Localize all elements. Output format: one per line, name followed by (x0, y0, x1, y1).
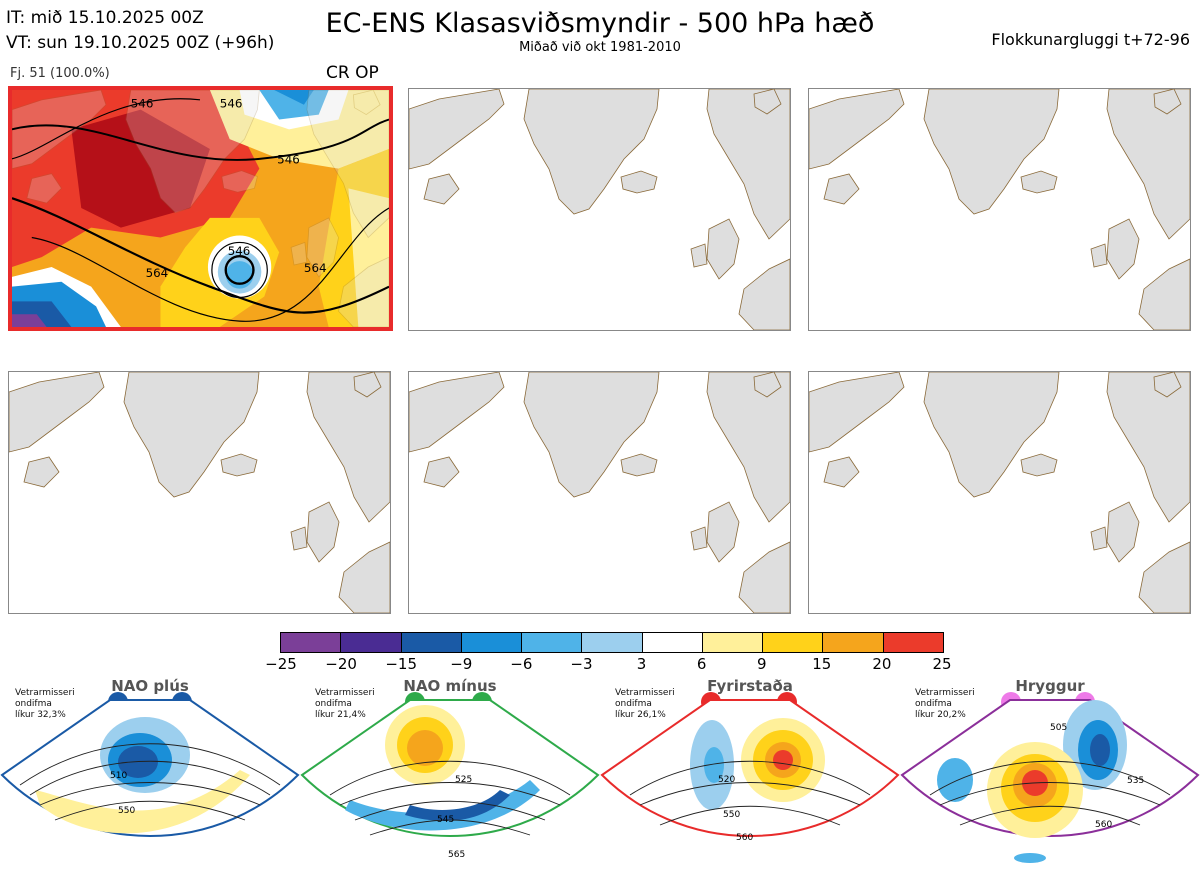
colorbar-label: 3 (636, 655, 647, 673)
empty-map-panel[interactable] (8, 371, 391, 614)
regime-panel-ridge[interactable]: Hryggur Vetrarmisseri ondifma líkur 20,2% … (900, 677, 1200, 871)
empty-map-panel[interactable] (408, 371, 791, 614)
contour-label: 565 (448, 850, 465, 860)
colorbar-label: −20 (325, 655, 357, 673)
regime-panel-blocking[interactable]: Fyrirstaða Vetrarmisseri ondifma líkur 26,… (600, 677, 900, 871)
colorbar-swatch (702, 633, 764, 652)
colorbar-label: −15 (385, 655, 417, 673)
contour-label: 546 (220, 97, 243, 111)
colorbar (280, 632, 944, 653)
basemap (9, 372, 390, 613)
colorbar-swatch (582, 633, 643, 652)
colorbar-swatch (461, 633, 523, 652)
colorbar-label: −6 (510, 655, 533, 673)
classification-window: Flokkunargluggi t+72-96 (991, 30, 1190, 49)
cluster-map-panel[interactable]: 546 546 546 564 564 546 (8, 86, 393, 331)
regime-map: 525 545 565 (300, 699, 600, 860)
header-times: IT: mið 15.10.2025 00Z VT: sun 19.10.202… (6, 6, 274, 56)
valid-time: VT: sun 19.10.2025 00Z (+96h) (6, 33, 275, 53)
anomaly-map: 546 546 546 564 564 546 (12, 90, 389, 327)
colorbar-swatch (401, 633, 462, 652)
colorbar-label: −9 (450, 655, 473, 673)
colorbar-label: −25 (265, 655, 297, 673)
basemap (809, 89, 1190, 330)
regime-map: 520 550 560 (600, 699, 900, 843)
basemap (809, 372, 1190, 613)
colorbar-label: −3 (570, 655, 593, 673)
contour-label: 546 (228, 244, 251, 258)
contour-label: 510 (110, 771, 127, 781)
contour-label: 560 (1095, 820, 1112, 830)
page-title: EC-ENS Klasasviðsmyndir - 500 hPa hæð (325, 8, 875, 39)
regime-panel-nao-plus[interactable]: NAO plús Vetrarmisseri ondifma líkur 32,3%… (0, 677, 300, 871)
regime-note: Vetrarmisseri ondifma líkur 32,3% (15, 688, 75, 720)
contour-label: 564 (304, 261, 327, 275)
contour-label: 560 (736, 833, 753, 843)
colorbar-swatch (341, 633, 402, 652)
regime-title: Fyrirstaða (707, 677, 793, 695)
colorbar-swatch (522, 633, 583, 652)
regime-title: Hryggur (1015, 677, 1085, 695)
contour-label: 546 (277, 153, 300, 167)
colorbar-label: 9 (756, 655, 767, 673)
colorbar-swatch (281, 633, 342, 652)
empty-map-panel[interactable] (408, 88, 791, 331)
init-time: IT: mið 15.10.2025 00Z (6, 8, 204, 28)
contour-label: 546 (131, 97, 154, 111)
page-subtitle: Miðað við okt 1981-2010 (519, 40, 681, 55)
regime-panel-nao-minus[interactable]: NAO mínus Vetrarmisseri ondifma líkur 21,4… (300, 677, 600, 871)
empty-map-panel[interactable] (808, 371, 1191, 614)
contour-label: 550 (723, 810, 740, 820)
colorbar-label: 6 (696, 655, 707, 673)
basemap (409, 89, 790, 330)
regime-note: Vetrarmisseri ondifma líkur 26,1% (615, 688, 675, 720)
contour-label: 525 (455, 775, 472, 785)
colorbar-swatch (642, 633, 703, 652)
regime-title: NAO plús (111, 677, 189, 695)
cluster-caption: Fj. 51 (100.0%) (10, 66, 110, 81)
contour-label: 505 (1050, 723, 1067, 733)
regime-map: 505 535 560 (900, 699, 1200, 863)
regime-note: Vetrarmisseri ondifma líkur 21,4% (315, 688, 375, 720)
contour-label: 550 (118, 806, 135, 816)
contour-label: 545 (437, 815, 454, 825)
cluster-tag: CR OP (326, 63, 379, 83)
colorbar-label: 20 (872, 655, 892, 673)
contour-label: 564 (146, 266, 169, 280)
colorbar-swatch (883, 633, 943, 652)
colorbar-label: 25 (932, 655, 952, 673)
empty-map-panel[interactable] (808, 88, 1191, 331)
colorbar-label: 15 (812, 655, 832, 673)
regime-note: Vetrarmisseri ondifma líkur 20,2% (915, 688, 975, 720)
colorbar-swatch (763, 633, 824, 652)
regime-title: NAO mínus (403, 677, 497, 695)
contour-label: 520 (718, 775, 735, 785)
basemap (409, 372, 790, 613)
regime-map: 510 550 (0, 699, 300, 838)
contour-label: 535 (1127, 776, 1144, 786)
colorbar-swatch (823, 633, 884, 652)
